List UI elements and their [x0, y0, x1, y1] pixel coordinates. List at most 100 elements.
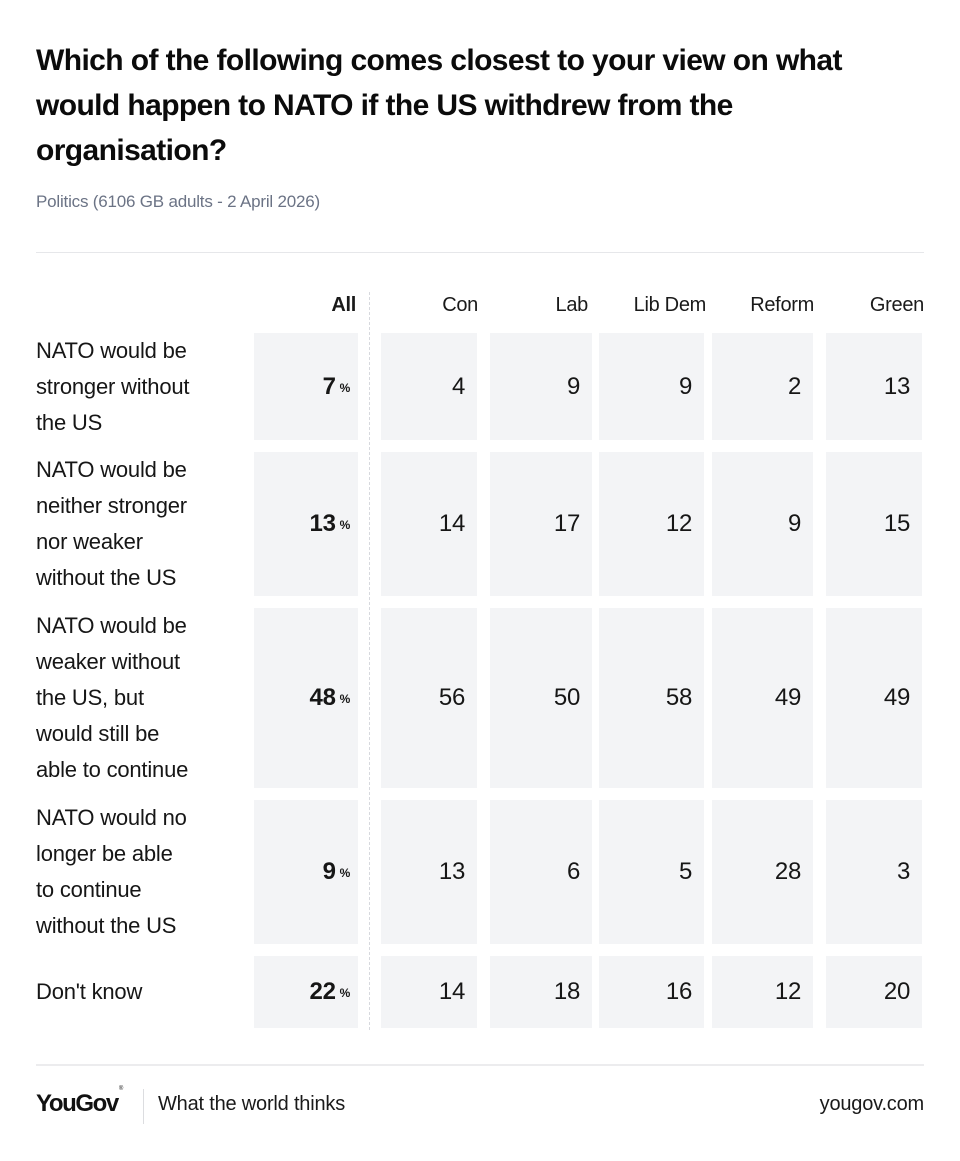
cell-all: 13% [254, 452, 358, 596]
row-label: Don't know [36, 956, 246, 1028]
cell-all: 22% [254, 956, 358, 1028]
row-label-line: without the US [36, 913, 177, 938]
percent-sign: % [339, 518, 351, 532]
cell-con: 14 [381, 956, 477, 1028]
cell-lib-dem: 16 [599, 956, 704, 1028]
row-label: NATO would be neither stronger nor weaker w… [36, 452, 246, 596]
cell-con: 4 [381, 333, 477, 440]
row-label-line: NATO would no [36, 805, 187, 830]
cell-reform: 9 [712, 452, 813, 596]
party-value: 5 [678, 858, 692, 885]
party-value: 58 [665, 684, 692, 711]
party-value: 13 [883, 372, 910, 400]
party-value: 15 [883, 510, 910, 537]
party-value: 4 [451, 372, 465, 400]
all-column-divider [369, 292, 370, 1030]
column-header-all: All [331, 294, 356, 316]
cell-lab: 9 [490, 333, 592, 440]
row-label-line: NATO would be [36, 457, 187, 482]
chart-subtitle: Politics (6106 GB adults - 2 April 2026) [36, 192, 320, 211]
row-label: NATO would no longer be able to continue wi… [36, 800, 246, 944]
percent-sign: % [339, 692, 351, 706]
cell-lab: 18 [490, 956, 592, 1028]
row-label-line: weaker without [36, 649, 180, 674]
row-label-line: neither stronger [36, 493, 187, 518]
party-value: 2 [787, 372, 801, 400]
cell-lab: 50 [490, 608, 592, 788]
party-value: 49 [883, 684, 910, 711]
top-divider [36, 252, 924, 253]
party-value: 9 [566, 372, 580, 400]
chart-title: Which of the following comes closest to … [36, 44, 842, 167]
cell-con: 14 [381, 452, 477, 596]
cell-lib-dem: 5 [599, 800, 704, 944]
column-header-lib-dem: Lib Dem [633, 294, 707, 316]
party-value: 56 [438, 684, 465, 711]
row-label: NATO would be stronger without the US [36, 333, 246, 440]
party-value: 49 [774, 684, 801, 711]
tagline: What the world thinks [158, 1093, 345, 1115]
party-value: 12 [665, 510, 692, 537]
row-label-line: NATO would be [36, 613, 187, 638]
cell-reform: 49 [712, 608, 813, 788]
cell-reform: 12 [712, 956, 813, 1028]
column-header-reform: Reform [750, 294, 814, 316]
row-label-line: longer be able [36, 841, 173, 866]
party-value: 9 [787, 510, 801, 537]
cell-all: 48% [254, 608, 358, 788]
party-value: 14 [438, 510, 465, 537]
logo-separator [143, 1089, 144, 1124]
row-label-line: stronger without [36, 373, 190, 399]
percent-sign: % [339, 866, 351, 880]
party-value: 12 [774, 978, 801, 1005]
cell-lib-dem: 12 [599, 452, 704, 596]
all-value: 9 [322, 858, 336, 885]
site-link[interactable]: yougov.com [819, 1093, 925, 1115]
cell-lab: 17 [490, 452, 592, 596]
party-value: 28 [774, 858, 801, 885]
party-value: 18 [553, 978, 580, 1005]
footer-divider [36, 1064, 924, 1066]
registered-mark: ® [118, 1086, 123, 1092]
party-value: 20 [883, 978, 910, 1005]
party-value: 50 [553, 684, 580, 711]
yougov-logo[interactable]: YouGov® [36, 1086, 123, 1118]
all-value: 48 [309, 684, 336, 711]
row-label-line: to continue [36, 877, 142, 902]
row-label-line: the US [36, 409, 103, 435]
party-value: 14 [438, 978, 465, 1005]
percent-sign: % [339, 986, 351, 1000]
cell-green: 13 [826, 333, 922, 440]
cell-all: 9% [254, 800, 358, 944]
row-label-line: the US, but [36, 685, 144, 710]
cell-green: 49 [826, 608, 922, 788]
column-header-green: Green [869, 294, 924, 316]
percent-sign: % [339, 380, 351, 395]
row-label-line: nor weaker [36, 529, 143, 554]
cell-con: 56 [381, 608, 477, 788]
cell-green: 15 [826, 452, 922, 596]
cell-con: 13 [381, 800, 477, 944]
row-label-line: able to continue [36, 757, 189, 782]
party-value: 9 [678, 372, 692, 400]
row-label-line: without the US [36, 565, 177, 590]
cell-lib-dem: 58 [599, 608, 704, 788]
cell-green: 3 [826, 800, 922, 944]
cell-green: 20 [826, 956, 922, 1028]
row-label: NATO would be weaker without the US, but wo… [36, 608, 246, 788]
row-label-line: would still be [36, 721, 160, 746]
column-header-lab: Lab [555, 294, 589, 316]
party-value: 16 [665, 978, 692, 1005]
cell-all: 7% [254, 333, 358, 440]
party-value: 6 [566, 858, 580, 885]
party-value: 13 [438, 858, 465, 885]
all-value: 22 [309, 978, 336, 1005]
party-value: 3 [896, 858, 910, 885]
all-value: 7 [322, 372, 336, 400]
party-value: 17 [553, 510, 580, 537]
row-label-line: NATO would be [36, 337, 187, 363]
column-header-con: Con [442, 294, 478, 316]
cell-lab: 6 [490, 800, 592, 944]
cell-reform: 28 [712, 800, 813, 944]
cell-reform: 2 [712, 333, 813, 440]
